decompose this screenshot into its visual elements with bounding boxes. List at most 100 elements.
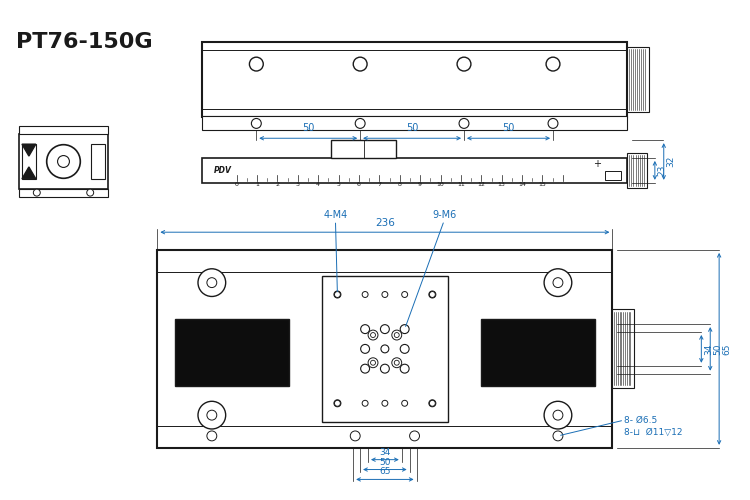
Bar: [202, 158, 627, 183]
Circle shape: [392, 330, 402, 340]
Circle shape: [207, 431, 217, 441]
Circle shape: [402, 400, 408, 406]
Text: 10: 10: [436, 182, 445, 187]
Circle shape: [250, 57, 263, 71]
Text: 6: 6: [357, 182, 361, 187]
Circle shape: [350, 431, 360, 441]
Circle shape: [368, 358, 378, 368]
Circle shape: [46, 144, 80, 178]
Text: 23: 23: [658, 164, 667, 176]
Circle shape: [362, 400, 368, 406]
Text: 50: 50: [380, 458, 391, 466]
Text: 12: 12: [477, 182, 485, 187]
Circle shape: [362, 292, 368, 298]
Circle shape: [198, 402, 226, 429]
Circle shape: [361, 344, 370, 354]
Circle shape: [544, 269, 572, 296]
Circle shape: [33, 189, 40, 196]
Circle shape: [334, 292, 340, 298]
Bar: [19, 188, 108, 196]
Text: 14: 14: [518, 182, 526, 187]
Text: PT76-150G: PT76-150G: [16, 32, 153, 52]
Circle shape: [353, 57, 367, 71]
Text: 8-⊔  Ø11▽12: 8-⊔ Ø11▽12: [624, 428, 682, 436]
Circle shape: [553, 431, 563, 441]
Circle shape: [361, 364, 370, 373]
Circle shape: [457, 57, 471, 71]
Circle shape: [392, 358, 402, 368]
Text: 9: 9: [418, 182, 422, 187]
Text: 34: 34: [380, 448, 391, 456]
Circle shape: [361, 324, 370, 334]
Text: 65: 65: [722, 343, 731, 354]
Text: 236: 236: [375, 218, 394, 228]
Bar: [322, 276, 448, 422]
Text: 7: 7: [377, 182, 381, 187]
Circle shape: [459, 118, 469, 128]
Circle shape: [87, 189, 94, 196]
Circle shape: [58, 156, 70, 168]
Bar: [202, 116, 627, 130]
Bar: [332, 140, 396, 158]
Text: 15: 15: [538, 182, 546, 187]
Text: 50: 50: [503, 124, 515, 134]
Bar: [481, 319, 595, 386]
Text: 8- Ø6.5: 8- Ø6.5: [624, 416, 658, 424]
Circle shape: [430, 400, 435, 406]
Bar: [627, 48, 649, 112]
Circle shape: [334, 400, 340, 406]
Text: 32: 32: [667, 156, 676, 167]
Circle shape: [370, 332, 376, 338]
Text: 1: 1: [255, 182, 259, 187]
Circle shape: [400, 324, 409, 334]
Text: 5: 5: [337, 182, 340, 187]
Circle shape: [334, 291, 341, 298]
Bar: [202, 42, 627, 117]
Bar: [158, 250, 612, 448]
Text: 4-M4: 4-M4: [323, 210, 347, 220]
Text: 34: 34: [704, 343, 713, 354]
Text: 3: 3: [296, 182, 300, 187]
Circle shape: [394, 332, 399, 338]
Circle shape: [394, 360, 399, 365]
Bar: [176, 319, 289, 386]
Circle shape: [380, 364, 389, 373]
Text: 50: 50: [406, 124, 418, 134]
Bar: [19, 134, 108, 188]
Text: 50: 50: [302, 124, 314, 134]
Circle shape: [402, 292, 408, 298]
Circle shape: [356, 118, 365, 128]
Circle shape: [198, 269, 226, 296]
Text: PDV: PDV: [214, 166, 232, 175]
Circle shape: [368, 330, 378, 340]
Circle shape: [380, 324, 389, 334]
Text: 8: 8: [398, 182, 402, 187]
Circle shape: [553, 410, 563, 420]
Circle shape: [400, 344, 409, 354]
Circle shape: [553, 278, 563, 287]
Circle shape: [410, 431, 419, 441]
Text: 0: 0: [235, 182, 238, 187]
Circle shape: [544, 402, 572, 429]
Circle shape: [382, 400, 388, 406]
Circle shape: [207, 278, 217, 287]
Text: 2: 2: [275, 182, 279, 187]
Bar: [92, 144, 105, 179]
Text: 4: 4: [316, 182, 320, 187]
Polygon shape: [22, 144, 36, 156]
Polygon shape: [22, 167, 36, 179]
Circle shape: [207, 410, 217, 420]
Circle shape: [548, 118, 558, 128]
Circle shape: [430, 292, 435, 298]
Circle shape: [370, 360, 376, 365]
Bar: [605, 171, 621, 180]
Circle shape: [334, 400, 341, 406]
Circle shape: [382, 292, 388, 298]
Text: 13: 13: [498, 182, 506, 187]
Text: 50: 50: [713, 343, 722, 354]
Circle shape: [251, 118, 261, 128]
Bar: [612, 310, 634, 388]
Bar: [627, 153, 647, 188]
Bar: [22, 144, 36, 179]
Circle shape: [429, 400, 436, 406]
